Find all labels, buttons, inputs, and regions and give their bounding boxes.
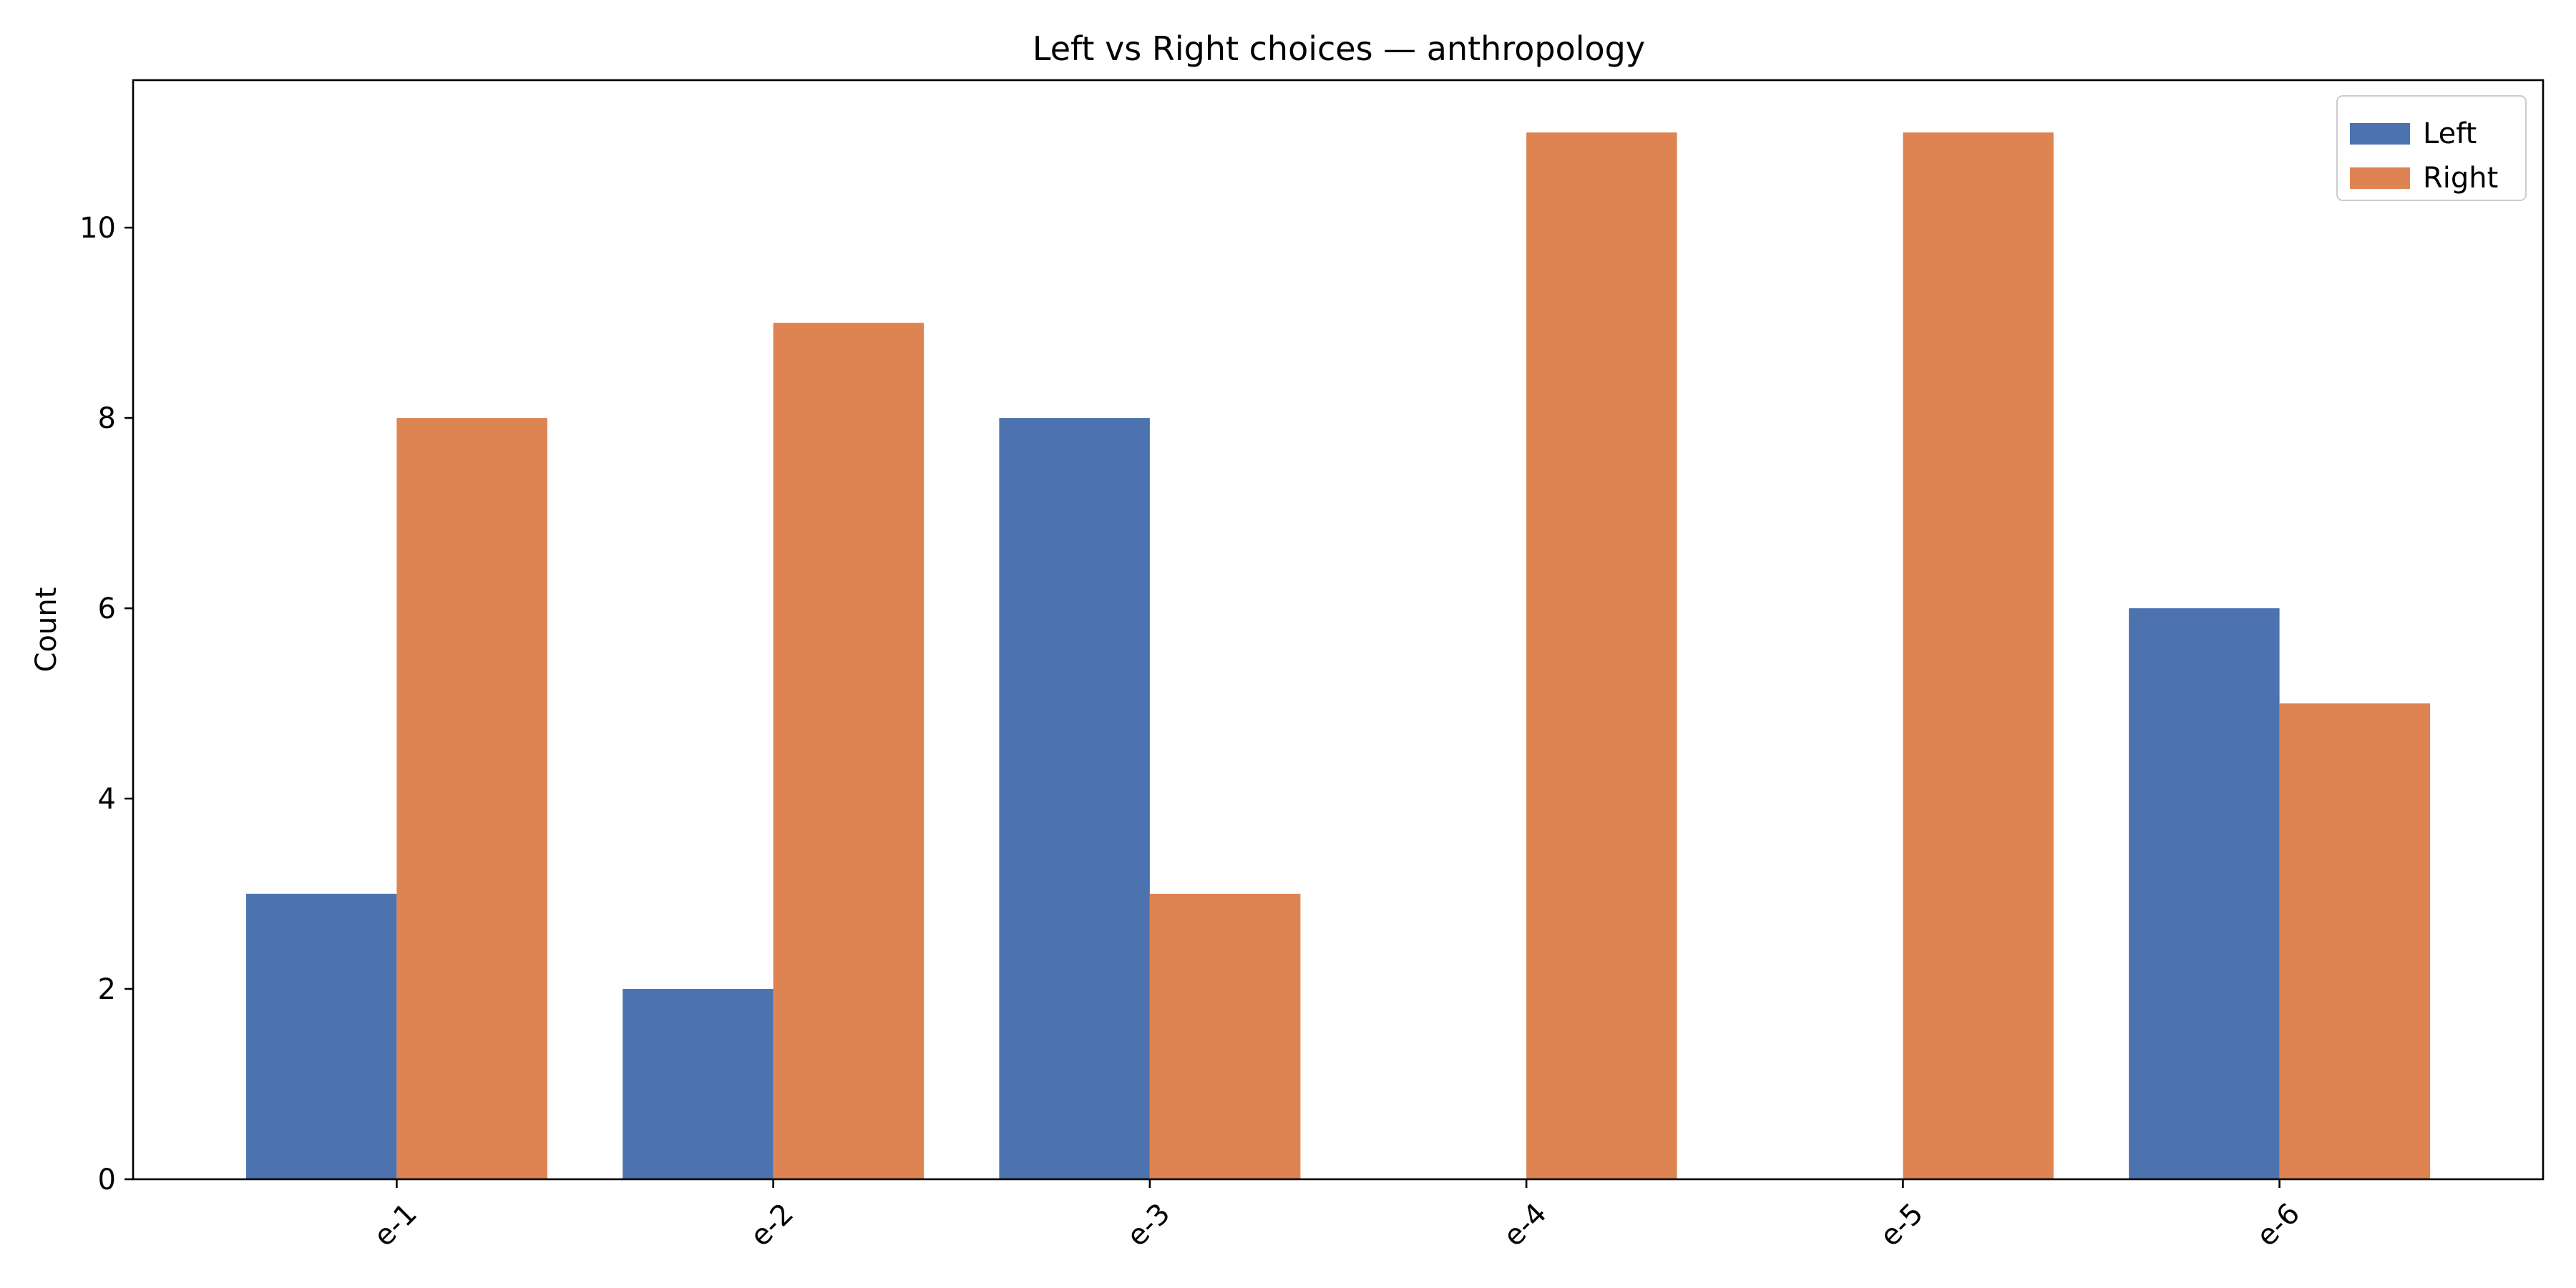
bar-left-e-2 bbox=[623, 989, 774, 1179]
bar-right-e-4 bbox=[1526, 132, 1677, 1180]
y-tick-label: 4 bbox=[98, 783, 116, 816]
x-tick-label: e-6 bbox=[2250, 1197, 2306, 1253]
y-tick-label: 0 bbox=[98, 1163, 116, 1196]
bar-left-e-3 bbox=[999, 418, 1150, 1179]
y-tick-label: 2 bbox=[98, 973, 116, 1006]
y-tick-label: 8 bbox=[98, 402, 116, 435]
x-tick-label: e-1 bbox=[368, 1197, 424, 1253]
legend-label-left: Left bbox=[2423, 117, 2477, 150]
x-tick-label: e-3 bbox=[1121, 1197, 1176, 1253]
plot-area: 0 2 4 6 8 10 e-1 e-2 e-3 e-4 e-5 e-6 bbox=[79, 79, 2545, 1253]
y-tick-label: 10 bbox=[79, 212, 116, 245]
axes-frame bbox=[132, 79, 2545, 1181]
legend: Left Right bbox=[2336, 95, 2527, 201]
x-tick-label: e-2 bbox=[744, 1197, 800, 1253]
bar-right-e-5 bbox=[1903, 132, 2054, 1180]
bar-right-e-3 bbox=[1149, 894, 1301, 1179]
bar-left-e-6 bbox=[2129, 608, 2280, 1179]
y-tick-label: 6 bbox=[98, 592, 116, 625]
chart-title: Left vs Right choices — anthropology bbox=[1033, 29, 1645, 68]
bar-left-e-1 bbox=[245, 894, 397, 1179]
x-tick-label: e-5 bbox=[1874, 1197, 1930, 1253]
legend-label-right: Right bbox=[2423, 162, 2498, 195]
legend-swatch-right bbox=[2350, 167, 2410, 189]
bar-right-e-1 bbox=[396, 418, 547, 1179]
bar-right-e-2 bbox=[773, 323, 924, 1179]
y-axis-label: Count bbox=[30, 587, 63, 673]
bar-right-e-6 bbox=[2279, 703, 2431, 1179]
legend-swatch-left bbox=[2350, 123, 2410, 145]
x-tick-label: e-4 bbox=[1497, 1197, 1553, 1253]
